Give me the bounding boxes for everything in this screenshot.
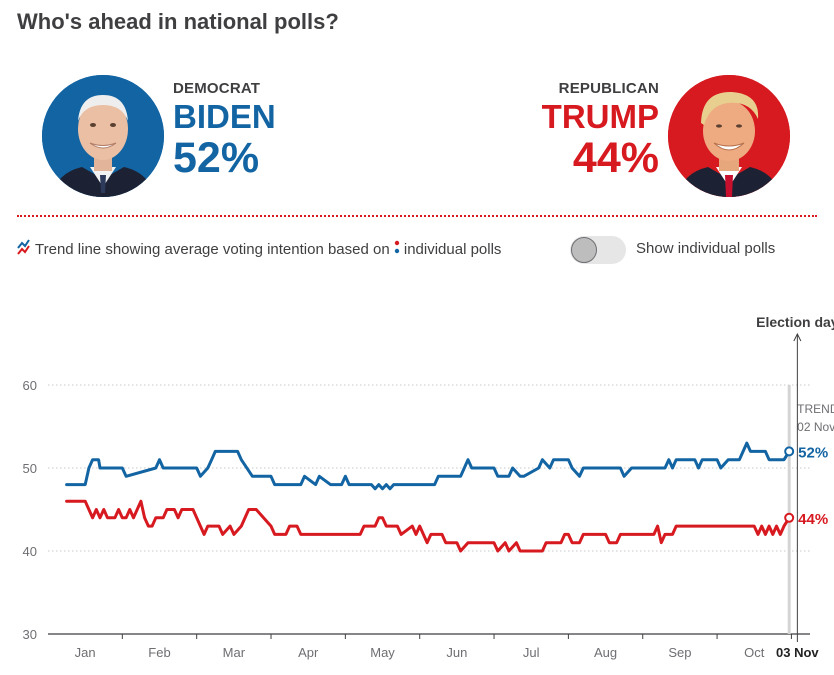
- trump-percent: 44%: [572, 134, 659, 182]
- trump-block: REPUBLICAN TRUMP 44%: [542, 80, 659, 181]
- y-tick-label-30: 30: [23, 627, 37, 642]
- trump-name: TRUMP: [541, 98, 659, 135]
- x-tick-label-9: Oct: [744, 645, 765, 660]
- x-tick-label-6: Jul: [523, 645, 540, 660]
- x-tick-label-0: Jan: [75, 645, 96, 660]
- toggle-knob[interactable]: [571, 237, 597, 263]
- show-polls-label[interactable]: Show individual polls: [636, 240, 776, 257]
- page-title: Who's ahead in national polls?: [17, 9, 339, 34]
- trump-portrait: [668, 75, 790, 197]
- show-polls-toggle[interactable]: [570, 236, 626, 264]
- dem-party-label: DEMOCRAT: [173, 80, 261, 97]
- series-end-label-trump: 44%: [798, 511, 828, 528]
- y-tick-label-50: 50: [23, 461, 37, 476]
- election-day-label: Election day: [756, 314, 834, 330]
- rep-party-label: REPUBLICAN: [558, 80, 659, 97]
- polls-line-chart: 30 40 50 60 Jan Feb Mar Apr May Jun Jul Aug Sep Oct 03…: [23, 314, 834, 660]
- section-divider: [17, 215, 817, 217]
- x-tick-label-7: Aug: [594, 645, 617, 660]
- legend-text-polls: individual polls: [403, 241, 502, 258]
- biden-name: BIDEN: [173, 98, 276, 135]
- trend-marker-date: 02 Nov: [797, 420, 834, 434]
- series-end-label-biden: 52%: [798, 444, 828, 461]
- biden-percent: 52%: [173, 134, 260, 182]
- y-tick-label-40: 40: [23, 544, 37, 559]
- y-tick-label-60: 60: [23, 378, 37, 393]
- legend-text-trend: Trend line showing average voting intent…: [35, 241, 390, 258]
- x-tick-label-3: Apr: [298, 645, 319, 660]
- poll-dots-icon: [394, 239, 400, 262]
- series-line-biden: [65, 441, 791, 491]
- x-tick-label-5: Jun: [446, 645, 467, 660]
- x-tick-label-2: Mar: [223, 645, 246, 660]
- x-tick-label-1: Feb: [148, 645, 170, 660]
- trend-marker-label: TREND: [797, 402, 834, 416]
- chart-legend: Trend line showing average voting intent…: [17, 238, 547, 262]
- trend-line-icon: [17, 238, 31, 262]
- biden-portrait: [42, 75, 164, 197]
- biden-block: DEMOCRAT BIDEN 52%: [173, 80, 276, 181]
- series-end-point-trump: [784, 512, 795, 523]
- series-line-trump: [65, 499, 791, 553]
- x-tick-label-4: May: [370, 645, 395, 660]
- election-day-arrow: [793, 332, 802, 342]
- x-tick-label-8: Sep: [668, 645, 691, 660]
- series-end-point-biden: [784, 446, 795, 457]
- x-tick-label-10: 03 Nov: [776, 645, 819, 660]
